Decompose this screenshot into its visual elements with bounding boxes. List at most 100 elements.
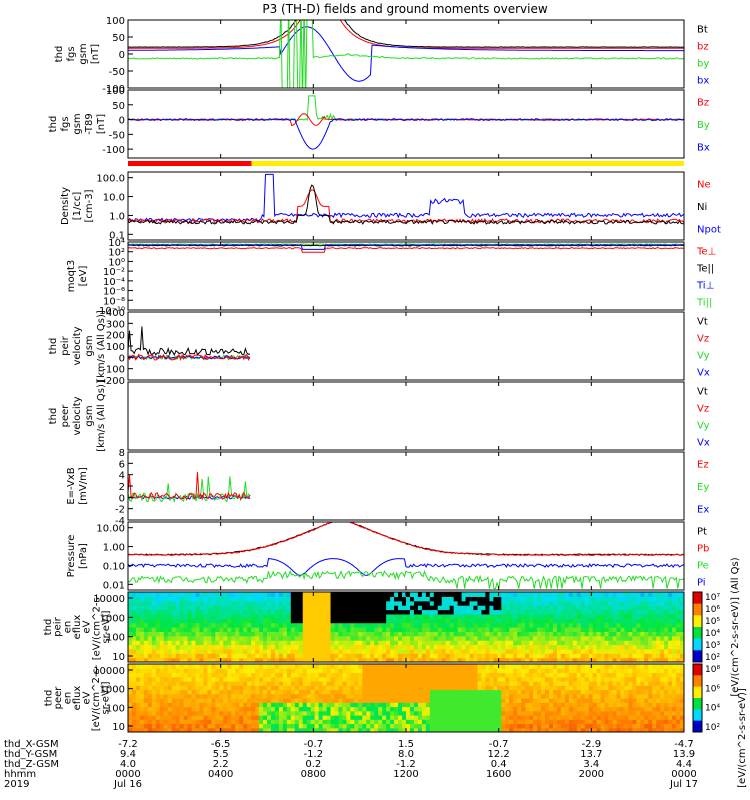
peir_eflux-cell [350, 600, 355, 606]
peir_eflux-cell [497, 627, 502, 632]
peir_eflux-cell [513, 592, 518, 597]
fgs-frame [127, 19, 685, 89]
peir_eflux-cell [497, 609, 502, 615]
peir_eflux-cell [215, 600, 220, 606]
peer_eflux-cell [195, 676, 201, 682]
peir_eflux-cell [394, 627, 399, 632]
peer_eflux-cell [191, 723, 197, 729]
peer_eflux-cell [628, 685, 633, 691]
peer_eflux-cell [592, 672, 598, 678]
peir_eflux-cell [374, 596, 379, 602]
peir_eflux-cell [147, 622, 153, 628]
peir_eflux-cell [366, 592, 371, 597]
peir_eflux-cell [429, 657, 435, 662]
peir_eflux-cell [370, 657, 375, 662]
peer_eflux-cell [402, 693, 407, 699]
peer_eflux-cell [537, 685, 542, 691]
peer_eflux-cell [402, 664, 407, 669]
peer_eflux-cell [314, 685, 320, 691]
peer_eflux-cell [278, 689, 284, 695]
peir_eflux-cell [255, 596, 260, 602]
peir_eflux-cell [286, 592, 292, 597]
peir_eflux-cell [664, 640, 669, 646]
peir_eflux-cell [660, 605, 665, 611]
peer_eflux-cell [263, 702, 268, 708]
peir_eflux-cell [251, 653, 256, 659]
peer_eflux-cell [604, 706, 610, 712]
peir_eflux-cell [394, 605, 399, 611]
peir_eflux-cell [509, 627, 514, 632]
peir_eflux-cell [390, 631, 395, 637]
peir_eflux-cell [489, 605, 494, 611]
peir_eflux-cell [545, 635, 550, 641]
peir_eflux-cell [572, 596, 578, 602]
peir_eflux-cell [493, 618, 498, 624]
peer_eflux-cell [350, 706, 355, 712]
peir_eflux-cell [326, 648, 332, 654]
peer_eflux-cell [445, 685, 451, 691]
peer_eflux-cell [382, 710, 387, 716]
peer_eflux-cell [541, 664, 546, 669]
peer_eflux-cell [270, 676, 276, 682]
peir_eflux-cell [382, 644, 387, 650]
peir_eflux-cell [406, 622, 411, 628]
peer_eflux-cell [354, 685, 359, 691]
peir_eflux-cell [171, 648, 177, 654]
peir_eflux-cell [215, 609, 220, 615]
peer_eflux-cell [203, 706, 209, 712]
peer_eflux-cell [159, 719, 165, 725]
peer_eflux-cell [660, 693, 665, 699]
peir_eflux-cell [374, 640, 379, 646]
peer_eflux-cell [302, 723, 308, 729]
peir_eflux-cell [421, 592, 427, 597]
peir_eflux-cell [477, 635, 483, 641]
peir_eflux-cell [572, 653, 578, 659]
peer_eflux-cell [628, 689, 633, 695]
peer_eflux-cell [358, 710, 363, 716]
peir_eflux-cell [239, 592, 244, 597]
peer_eflux-cell [159, 702, 165, 708]
peir_eflux-cell [247, 596, 252, 602]
peer_eflux-cell [441, 723, 447, 729]
peir_eflux-cell [286, 596, 292, 602]
peer_eflux-cell [505, 723, 510, 729]
peer_eflux-cell [318, 698, 324, 703]
peer_eflux-cell [286, 715, 292, 720]
peir_eflux-cell [497, 600, 502, 606]
peer_eflux-cell [580, 693, 586, 699]
pressure-ytick-label: 0.10 [103, 561, 125, 572]
peir_eflux-cell [640, 627, 645, 632]
peer_eflux-cell [545, 676, 550, 682]
peir_eflux-cell [564, 622, 570, 628]
peer_eflux-cell [624, 710, 629, 716]
peir_eflux-cell [346, 609, 351, 615]
peer_eflux-cell [453, 693, 459, 699]
peir_eflux-cell [390, 592, 395, 597]
peer_eflux-cell [223, 706, 228, 712]
peer_eflux-cell [282, 664, 288, 669]
peir_velocity-ytick-label: 100 [106, 342, 125, 353]
peer_eflux-cell [207, 676, 212, 682]
peer_eflux-cell [346, 689, 351, 695]
peir_eflux-cell [171, 631, 177, 637]
efield-legend-green: Ey [697, 482, 709, 493]
peir_eflux-cell [541, 631, 546, 637]
peir_eflux-cell [219, 657, 224, 662]
peer_eflux-cell [568, 672, 574, 678]
peir_eflux-cell [604, 622, 610, 628]
peer_eflux-cell [497, 698, 502, 703]
peer_eflux-cell [545, 710, 550, 716]
peir_eflux-cell [294, 605, 300, 611]
peer_eflux-cell [191, 719, 197, 725]
peir_eflux-cell [517, 622, 522, 628]
peer_eflux-cell [584, 668, 590, 674]
peer_eflux-cell [680, 685, 684, 691]
peir_eflux-cell [636, 613, 641, 619]
peir_eflux-cell [525, 592, 530, 597]
peer_eflux-cell [497, 715, 502, 720]
peer_eflux-cell [318, 710, 324, 716]
peer_eflux-cell [374, 715, 379, 720]
peer_eflux-cell [310, 672, 316, 678]
peer_eflux-cell [445, 676, 451, 682]
pressure-legend-red: Pb [697, 544, 709, 555]
